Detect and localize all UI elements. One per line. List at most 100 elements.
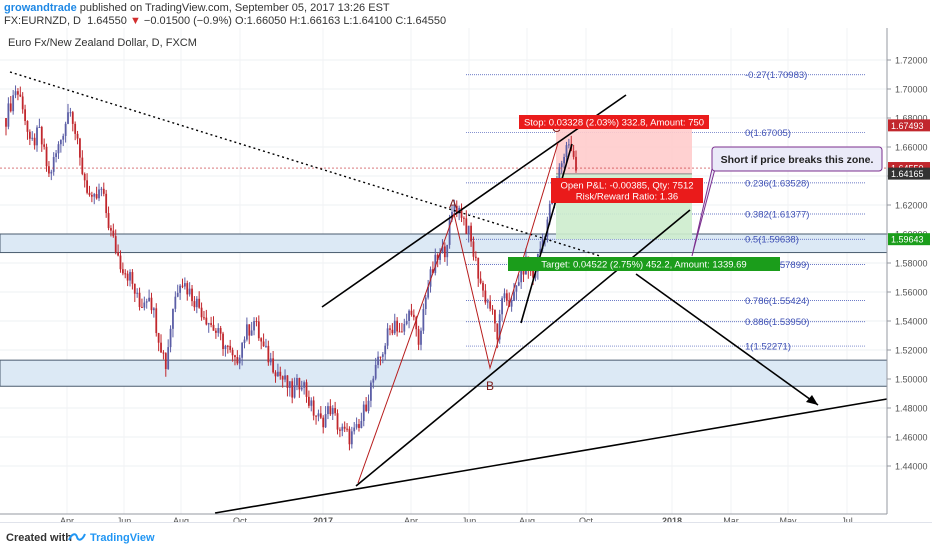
candle-body [26,120,29,132]
candle-body [377,356,379,365]
price-tag [888,233,930,246]
candle-body [121,269,124,274]
low-value: L:1.64100 [343,15,393,27]
price-tick-label: 1.70000 [895,85,928,95]
candles [0,85,887,451]
candle-body [288,381,291,388]
candle-body [62,135,65,140]
time-tick-label: Jun [462,516,477,522]
candle-body [48,166,50,174]
abc-pattern [357,142,559,484]
fib-level-label: 0.236(1.63528) [745,178,809,189]
close-value: C:1.64550 [395,15,447,27]
candle-body [179,285,182,293]
open-value: O:1.66050 [235,15,287,27]
candle-body [188,288,191,295]
price-tick-label: 1.56000 [895,288,928,298]
candle-body [532,270,534,278]
candle-body [236,357,239,364]
footer: Created with TradingView [0,522,932,551]
candle-body [52,156,55,172]
candle-body [398,331,401,333]
candle-body [176,292,179,297]
candle-body [110,228,112,231]
candle-body [327,406,329,415]
candle-body [453,205,456,213]
candle-body [152,308,155,311]
candle-body [348,428,351,445]
fib-level-label: 0.5(1.59638) [745,235,799,246]
price-change: −0.01500 (−0.9%) [143,15,232,27]
candle-body [539,248,542,255]
candle-body [391,329,394,334]
candle-body [195,298,198,308]
candle-body [157,333,160,343]
candle-body [446,244,449,258]
candle-body [200,307,203,318]
candle-body [408,310,410,321]
candle-body [489,301,492,309]
candle-body [405,320,408,324]
candle-body [276,371,279,377]
candle-body [205,317,208,325]
candle-body [494,309,496,324]
candle-body [386,328,389,346]
candle-body [138,292,141,307]
candle-body [38,127,41,129]
candle-body [107,213,110,229]
time-tick-label: Aug [519,516,535,522]
candle-body [124,273,127,275]
candle-body [563,156,565,164]
position-labels: Stop: 0.03328 (2.03%) 332.8, Amount: 750… [508,115,780,271]
candle-body [551,201,554,205]
candle-body [467,225,470,234]
time-tick-label: Jul [841,516,853,522]
published-text: published on TradingView.com, September … [79,2,390,14]
tradingview-brand-link[interactable]: TradingView [90,532,155,544]
candle-body [129,272,131,281]
price-axis[interactable]: 1.720001.700001.680001.660001.640001.620… [886,28,930,514]
candle-body [50,171,53,174]
candle-body [238,357,241,364]
candle-body [241,342,244,358]
price-tick-label: 1.72000 [895,56,928,66]
time-axis[interactable]: Apr Jun Aug Oct 2017 Apr Jun Aug Oct 2018 Mar May Ju… [0,513,887,522]
time-tick-label: 2018 [662,516,682,522]
candle-body [422,309,425,331]
candle-body [222,333,224,349]
candle-body [143,302,146,308]
time-tick-label: Apr [60,516,74,522]
fib-level-label: 0.786(1.55424) [745,296,809,307]
price-chart[interactable]: -0.27(1.70983) 0(1.67005) 0.236(1.63528) 0.… [0,28,932,522]
candle-body [33,137,36,146]
candle-body [234,355,236,358]
time-tick-label: Jun [117,516,132,522]
price-tag-label: 1.64165 [891,169,924,179]
candle-body [329,406,332,415]
candle-body [336,413,339,430]
candle-body [193,301,196,308]
callout-text: Short if price breaks this zone. [721,154,874,166]
stop-label-bg [519,115,709,129]
candle-body [496,323,499,340]
candle-body [334,408,337,414]
candle-body [100,188,103,190]
candle-body [420,330,422,345]
candle-body [43,144,46,147]
target-label: Target: 0.04522 (2.75%) 452.2, Amount: 1… [541,260,746,271]
created-with-text: Created with [6,532,73,544]
fib-level-label: 0.886(1.53950) [745,317,809,328]
username-link[interactable]: growandtrade [4,2,77,14]
candle-body [353,427,356,432]
candle-body [393,320,396,334]
candle-body [253,321,255,331]
candle-body [69,112,72,114]
candle-body [160,342,162,353]
candle-body [284,375,286,380]
candle-body [482,282,484,291]
candle-body [212,324,215,331]
candle-body [281,376,284,380]
price-tick-label: 1.44000 [895,462,928,472]
candle-body [267,345,270,363]
candle-body [245,324,248,340]
